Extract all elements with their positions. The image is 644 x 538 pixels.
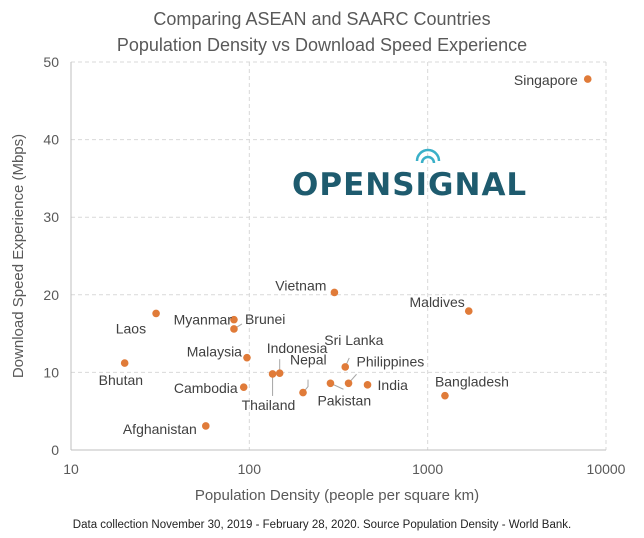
- point-bangladesh: [441, 391, 449, 400]
- point-brunei: [230, 325, 238, 333]
- point-thailand: [268, 370, 277, 378]
- label-bangladesh: Bangladesh: [435, 374, 509, 390]
- label-myanmar: Myanmar: [174, 312, 233, 328]
- x-tick-label: 10000: [587, 461, 626, 477]
- point-vietnam: [330, 288, 339, 297]
- label-brunei: Brunei: [245, 311, 285, 327]
- point-labels: Singapore Maldives Bangladesh Vietnam Sri La…: [99, 72, 578, 437]
- point-sri-lanka: [341, 363, 350, 371]
- point-cambodia: [239, 383, 248, 391]
- point-malaysia: [243, 353, 251, 362]
- y-tick-label: 30: [43, 209, 59, 225]
- y-tick-label: 40: [43, 132, 59, 148]
- signal-arc-small: [420, 155, 436, 164]
- chart-title-line2: Population Density vs Download Speed Exp…: [117, 35, 527, 55]
- logo-text: OPENSIGNAL: [292, 167, 527, 203]
- label-afghanistan: Afghanistan: [123, 421, 197, 437]
- label-singapore: Singapore: [514, 72, 578, 88]
- label-nepal: Nepal: [290, 352, 327, 368]
- label-pakistan: Pakistan: [317, 392, 371, 408]
- x-tick-label: 10: [63, 461, 79, 477]
- label-bhutan: Bhutan: [99, 372, 143, 388]
- opensignal-logo: OPENSIGNAL: [292, 148, 527, 203]
- point-afghanistan: [201, 422, 210, 430]
- x-axis-title: Population Density (people per square km…: [195, 487, 479, 504]
- y-tick-label: 20: [43, 287, 59, 303]
- x-tick-label: 1000: [412, 461, 443, 477]
- label-malaysia: Malaysia: [187, 344, 242, 360]
- y-tick-label: 10: [43, 364, 59, 380]
- point-philippines: [344, 379, 353, 388]
- label-laos: Laos: [116, 320, 146, 336]
- y-axis-title: Download Speed Experience (Mbps): [10, 134, 27, 378]
- chart-title-line1: Comparing ASEAN and SAARC Countries: [153, 9, 490, 29]
- grid: [71, 61, 607, 450]
- data-points: [120, 75, 592, 430]
- label-indonesia: Indonesia: [267, 340, 328, 356]
- y-tick-label: 50: [43, 54, 59, 70]
- x-tick-label: 100: [238, 461, 262, 477]
- point-bhutan: [120, 359, 129, 367]
- axes: [70, 62, 606, 451]
- point-pakistan: [326, 379, 335, 388]
- point-singapore: [583, 75, 592, 83]
- label-thailand: Thailand: [242, 397, 296, 413]
- label-maldives: Maldives: [410, 294, 465, 310]
- label-sri-lanka: Sri Lanka: [324, 332, 383, 348]
- label-philippines: Philippines: [357, 353, 425, 369]
- label-vietnam: Vietnam: [275, 277, 326, 293]
- label-cambodia: Cambodia: [174, 380, 238, 396]
- point-nepal: [299, 388, 307, 397]
- point-indonesia: [275, 369, 284, 377]
- label-india: India: [378, 377, 409, 393]
- point-maldives: [464, 307, 473, 315]
- y-tick-label: 0: [51, 442, 59, 458]
- point-laos: [152, 309, 160, 318]
- point-india: [363, 381, 372, 389]
- footnote: Data collection November 30, 2019 - Febr…: [73, 519, 571, 531]
- signal-arc-large: [415, 148, 441, 162]
- point-myanmar: [230, 315, 238, 324]
